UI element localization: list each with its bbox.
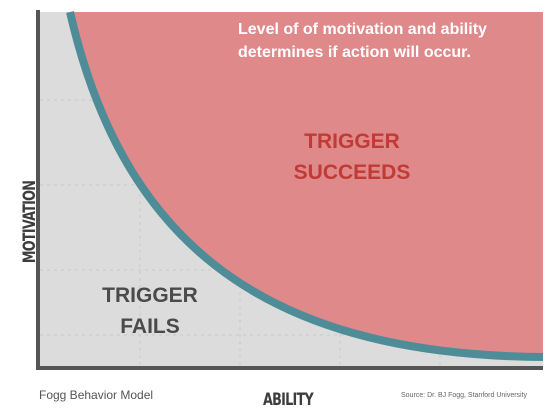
fails-label-line-1: TRIGGER	[102, 284, 198, 307]
source-credit: Source: Dr. BJ Fogg, Stanford University	[401, 392, 528, 399]
caption-line-1: Level of of motivation and ability	[238, 21, 487, 38]
y-axis-label: MOTIVATION	[20, 180, 40, 264]
diagram-caption: Level of of motivation and ability deter…	[238, 18, 538, 64]
succeeds-label-line-2: SUCCEEDS	[293, 161, 411, 184]
trigger-succeeds-label: TRIGGER SUCCEEDS	[294, 126, 411, 188]
trigger-succeeds-region	[70, 12, 543, 357]
trigger-fails-label: TRIGGER FAILS	[102, 280, 198, 342]
fails-label-line-2: FAILS	[120, 315, 180, 338]
caption-line-2: determines if action will occur.	[238, 44, 471, 61]
model-name: Fogg Behavior Model	[39, 388, 154, 402]
succeeds-label-line-1: TRIGGER	[304, 130, 400, 153]
action-line-curve	[66, 11, 544, 361]
x-axis-label: ABILITY	[263, 390, 314, 410]
